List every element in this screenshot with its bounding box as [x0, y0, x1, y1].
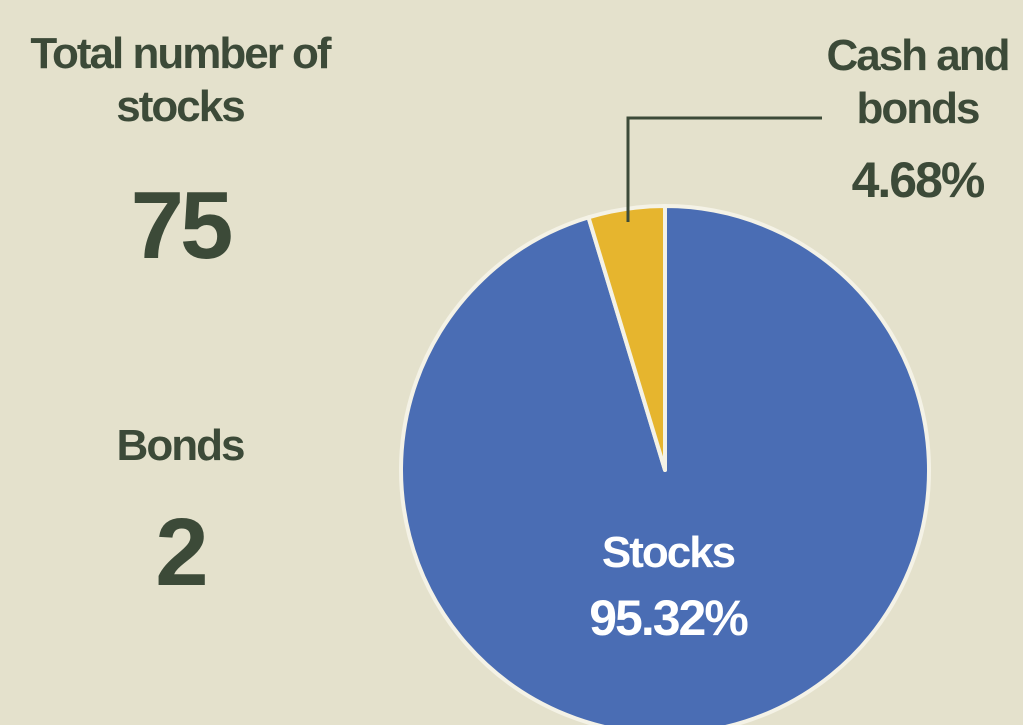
leader-line	[626, 116, 822, 222]
stat-label: Bonds	[116, 421, 246, 470]
stat-value: 2	[155, 499, 208, 606]
slice-value-label: 4.68%	[851, 152, 986, 208]
pie-slice	[586, 204, 667, 472]
stat-label: Total number of stocks	[30, 29, 331, 131]
stat-value: 75	[130, 172, 234, 279]
pie	[399, 204, 931, 725]
slice-value-label: 95.32%	[589, 590, 749, 646]
slice-label: Stocks	[601, 528, 736, 577]
pie-slice	[399, 204, 931, 725]
slice-label: Cash and bonds	[826, 31, 1010, 133]
